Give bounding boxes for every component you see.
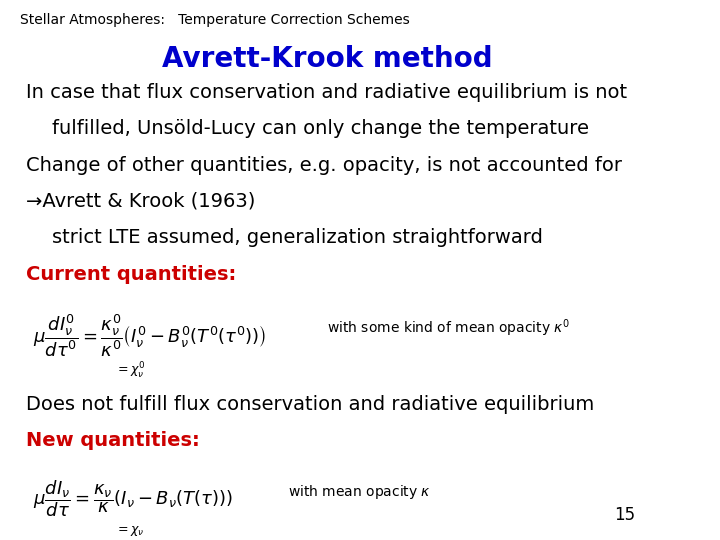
Text: Current quantities:: Current quantities:	[26, 265, 236, 284]
Text: $=\chi^0_\nu$: $=\chi^0_\nu$	[114, 361, 145, 381]
Text: fulfilled, Unsöld-Lucy can only change the temperature: fulfilled, Unsöld-Lucy can only change t…	[53, 119, 590, 138]
Text: Does not fulfill flux conservation and radiative equilibrium: Does not fulfill flux conservation and r…	[26, 395, 595, 414]
Text: $=\chi_\nu$: $=\chi_\nu$	[114, 523, 144, 537]
Text: Avrett-Krook method: Avrett-Krook method	[162, 45, 492, 73]
Text: →Avrett & Krook (1963): →Avrett & Krook (1963)	[26, 192, 256, 211]
Text: Stellar Atmospheres:   Temperature Correction Schemes: Stellar Atmospheres: Temperature Correct…	[19, 14, 410, 28]
Text: strict LTE assumed, generalization straightforward: strict LTE assumed, generalization strai…	[53, 228, 543, 247]
Text: New quantities:: New quantities:	[26, 431, 200, 450]
Text: In case that flux conservation and radiative equilibrium is not: In case that flux conservation and radia…	[26, 83, 627, 102]
Text: 15: 15	[613, 506, 635, 524]
Text: Change of other quantities, e.g. opacity, is not accounted for: Change of other quantities, e.g. opacity…	[26, 156, 622, 174]
Text: $\mu\dfrac{dI^0_\nu}{d\tau^0} = \dfrac{\kappa^0_\nu}{\kappa^0}\left(I^0_\nu - B^: $\mu\dfrac{dI^0_\nu}{d\tau^0} = \dfrac{\…	[32, 312, 266, 359]
Text: with mean opacity $\kappa$: with mean opacity $\kappa$	[288, 483, 431, 502]
Text: with some kind of mean opacity $\kappa^0$: with some kind of mean opacity $\kappa^0…	[328, 317, 570, 339]
Text: $\mu\dfrac{dI_\nu}{d\tau} = \dfrac{\kappa_\nu}{\kappa}\left(I_\nu - B_\nu(T(\tau: $\mu\dfrac{dI_\nu}{d\tau} = \dfrac{\kapp…	[32, 478, 233, 519]
